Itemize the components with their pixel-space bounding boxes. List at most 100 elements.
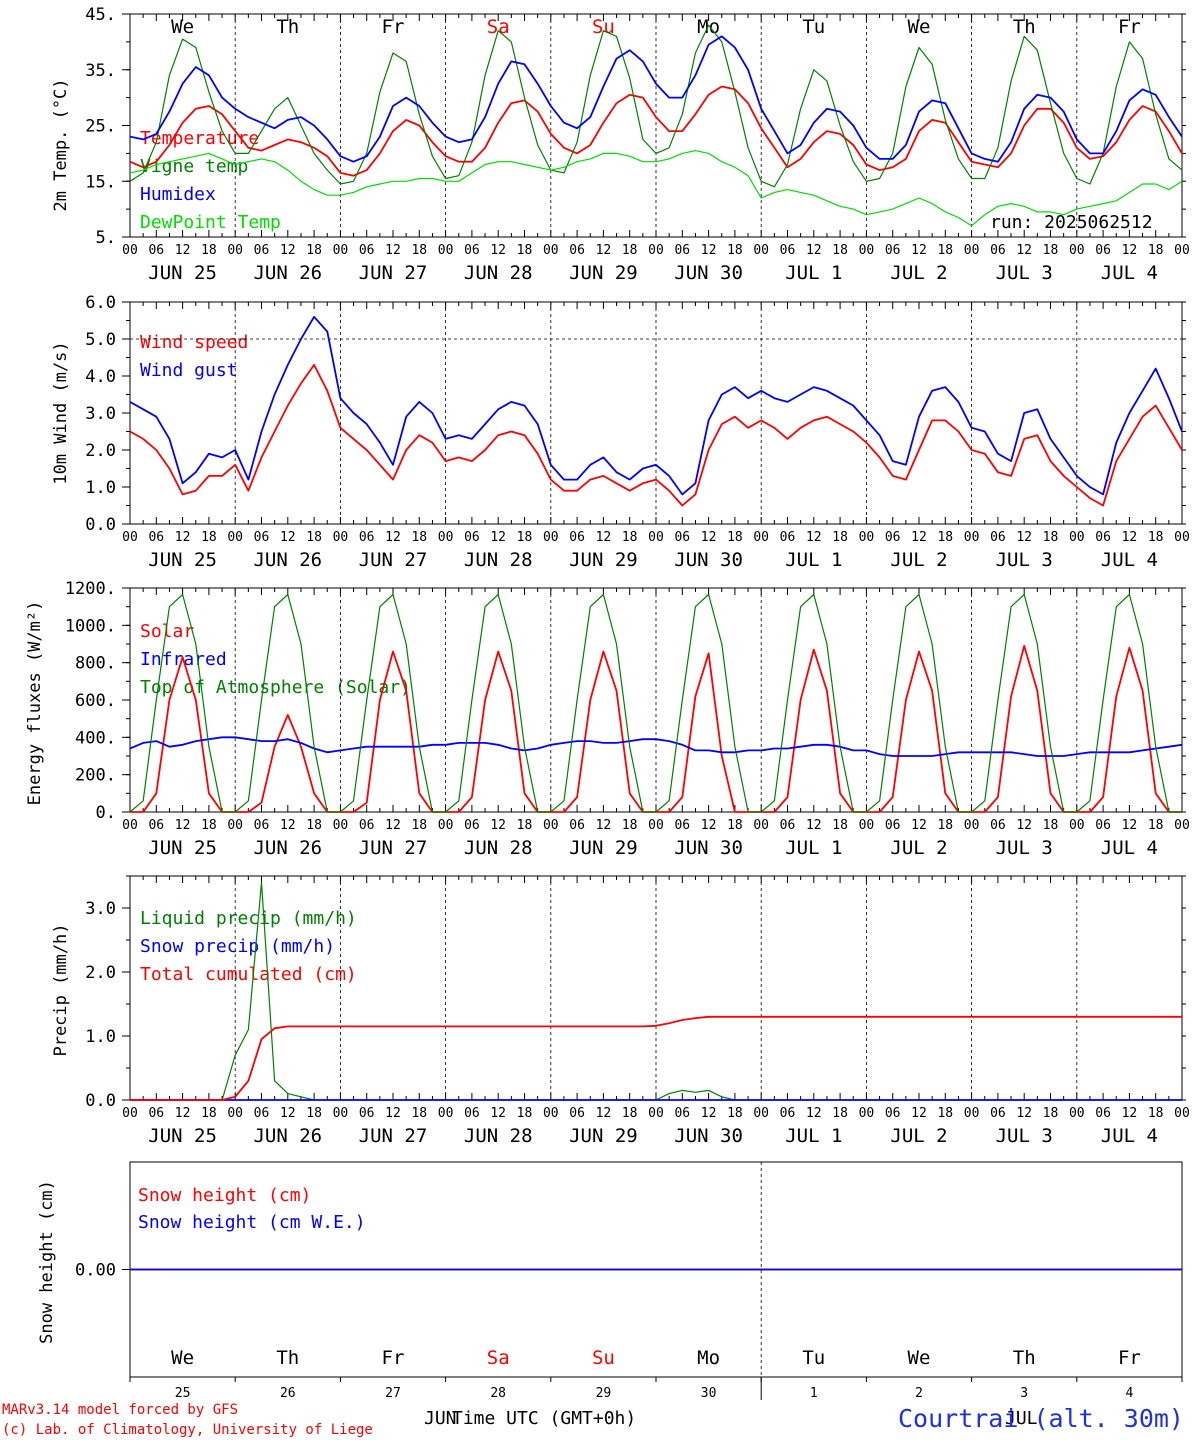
panel4-date-label: JUL 4: [1101, 1125, 1158, 1147]
panel2-hour-label: 06: [359, 530, 375, 545]
panel2-hour-label: 06: [885, 530, 901, 545]
panel3-ytick-label: 200.: [75, 766, 116, 786]
panel4-date-label: JUL 3: [996, 1125, 1053, 1147]
panel3-date-label: JUN 28: [464, 837, 533, 859]
panel2-hour-label: 06: [254, 530, 270, 545]
panel2-series-wind-speed: [129, 363, 1183, 507]
panel1-date-label: JUL 3: [996, 262, 1053, 284]
panel2-hour-label: 06: [148, 530, 164, 545]
panel3-hour-label: 06: [885, 818, 901, 833]
panel2-date-label: JUN 26: [253, 549, 322, 571]
panel4-hour-label: 12: [385, 1106, 401, 1121]
panel4-hour-label: 00: [543, 1106, 559, 1121]
panel2-date-label: JUN 27: [359, 549, 428, 571]
panel4-date-label: JUN 30: [674, 1125, 743, 1147]
panel3-hour-label: 06: [464, 818, 480, 833]
panel3-ytick-label: 1200.: [65, 579, 116, 599]
panel4-hour-label: 12: [1016, 1106, 1032, 1121]
credit-line-1: MARv3.14 model forced by GFS: [2, 1402, 238, 1418]
panel4-hour-label: 00: [122, 1106, 138, 1121]
panel1-ytick-label: 5.: [96, 228, 116, 248]
panel5-day-number: 27: [385, 1386, 401, 1401]
panel3-hour-label: 12: [1016, 818, 1032, 833]
panel4-hour-label: 06: [1095, 1106, 1111, 1121]
panel5-day-name: We: [908, 1347, 931, 1369]
panel5-day-number: 26: [280, 1386, 296, 1401]
panel1-hour-label: 12: [1016, 243, 1032, 258]
panel4-hour-label: 12: [911, 1106, 927, 1121]
panel1-hour-label: 06: [254, 243, 270, 258]
panel4-hour-label: 06: [359, 1106, 375, 1121]
panel2-hour-label: 00: [543, 530, 559, 545]
panel3-series-infrared: [129, 736, 1183, 757]
panel3-date-label: JUN 27: [359, 837, 428, 859]
panel2-hour-label: 00: [1174, 530, 1190, 545]
panel1-series-vigne-temp: [129, 24, 1183, 188]
panel2-hour-label: 06: [780, 530, 796, 545]
panel3-hour-label: 00: [964, 818, 980, 833]
panel2-hour-label: 12: [175, 530, 191, 545]
panel1-date-label: JUN 29: [569, 262, 638, 284]
panel5-day-name: Tu: [802, 1347, 825, 1369]
panel4-hour-label: 12: [701, 1106, 717, 1121]
panel2-date-label: JUN 25: [148, 549, 217, 571]
legend-total-cumulated: Total cumulated (cm): [140, 964, 357, 985]
panel1-hour-label: 18: [411, 243, 427, 258]
panel1-hour-label: 18: [832, 243, 848, 258]
panel3-hour-label: 12: [280, 818, 296, 833]
panel1-ytick-label: 25.: [85, 117, 116, 137]
panel1-hour-label: 12: [175, 243, 191, 258]
panel2-hour-label: 12: [490, 530, 506, 545]
panel1-hour-label: 06: [148, 243, 164, 258]
panel2-hour-label: 18: [411, 530, 427, 545]
panel3-hour-label: 00: [859, 818, 875, 833]
panel4-hour-label: 12: [175, 1106, 191, 1121]
panel3-hour-label: 00: [648, 818, 664, 833]
panel1-hour-label: 18: [1043, 243, 1059, 258]
panel3-hour-label: 06: [569, 818, 585, 833]
panel4-ytick-label: 2.0: [85, 963, 116, 983]
panel3-date-label: JUN 25: [148, 837, 217, 859]
panel2-hour-label: 12: [701, 530, 717, 545]
panel5-day-name: Sa: [487, 1347, 510, 1369]
panel2-hour-label: 18: [727, 530, 743, 545]
panel3-hour-label: 00: [1069, 818, 1085, 833]
panel2-date-label: JUN 30: [674, 549, 743, 571]
panel1-hour-label: 00: [122, 243, 138, 258]
panel1-hour-label: 00: [227, 243, 243, 258]
panel4-hour-label: 18: [622, 1106, 638, 1121]
legend-liquid-precip: Liquid precip (mm/h): [140, 908, 357, 929]
panel2-ytick-label: 0.0: [85, 515, 116, 535]
panel4-date-label: JUN 29: [569, 1125, 638, 1147]
panel3-hour-label: 18: [727, 818, 743, 833]
panel1-hour-label: 18: [306, 243, 322, 258]
panel4-hour-label: 00: [648, 1106, 664, 1121]
panel4-hour-label: 12: [596, 1106, 612, 1121]
panel4-hour-label: 12: [806, 1106, 822, 1121]
panel5-day-name: Su: [592, 1347, 615, 1369]
panel3-hour-label: 12: [806, 818, 822, 833]
panel4-hour-label: 00: [964, 1106, 980, 1121]
panel1-hour-label: 06: [464, 243, 480, 258]
panel3-hour-label: 12: [385, 818, 401, 833]
panel1-day-name: Sa: [487, 16, 510, 38]
panel1-hour-label: 06: [674, 243, 690, 258]
panel2-hour-label: 06: [990, 530, 1006, 545]
panel2-hour-label: 12: [806, 530, 822, 545]
legend-snow-precip: Snow precip (mm/h): [140, 936, 335, 957]
panel4-ylabel: Precip (mm/h): [51, 923, 71, 1056]
panel3-hour-label: 18: [832, 818, 848, 833]
panel2-series-wind-gust: [129, 315, 1183, 496]
panel3-hour-label: 12: [596, 818, 612, 833]
panel2-hour-label: 06: [674, 530, 690, 545]
panel3-hour-label: 06: [148, 818, 164, 833]
panel1-hour-label: 18: [727, 243, 743, 258]
legend-snow-height-we: Snow height (cm W.E.): [138, 1212, 366, 1233]
panel1-hour-label: 06: [1095, 243, 1111, 258]
panel1-hour-label: 00: [1174, 243, 1190, 258]
panel2-hour-label: 00: [753, 530, 769, 545]
panel4-hour-label: 06: [254, 1106, 270, 1121]
panel3-hour-label: 00: [543, 818, 559, 833]
location-label: Courtrai (alt. 30m): [898, 1404, 1184, 1433]
panel5-day-number: 25: [175, 1386, 191, 1401]
